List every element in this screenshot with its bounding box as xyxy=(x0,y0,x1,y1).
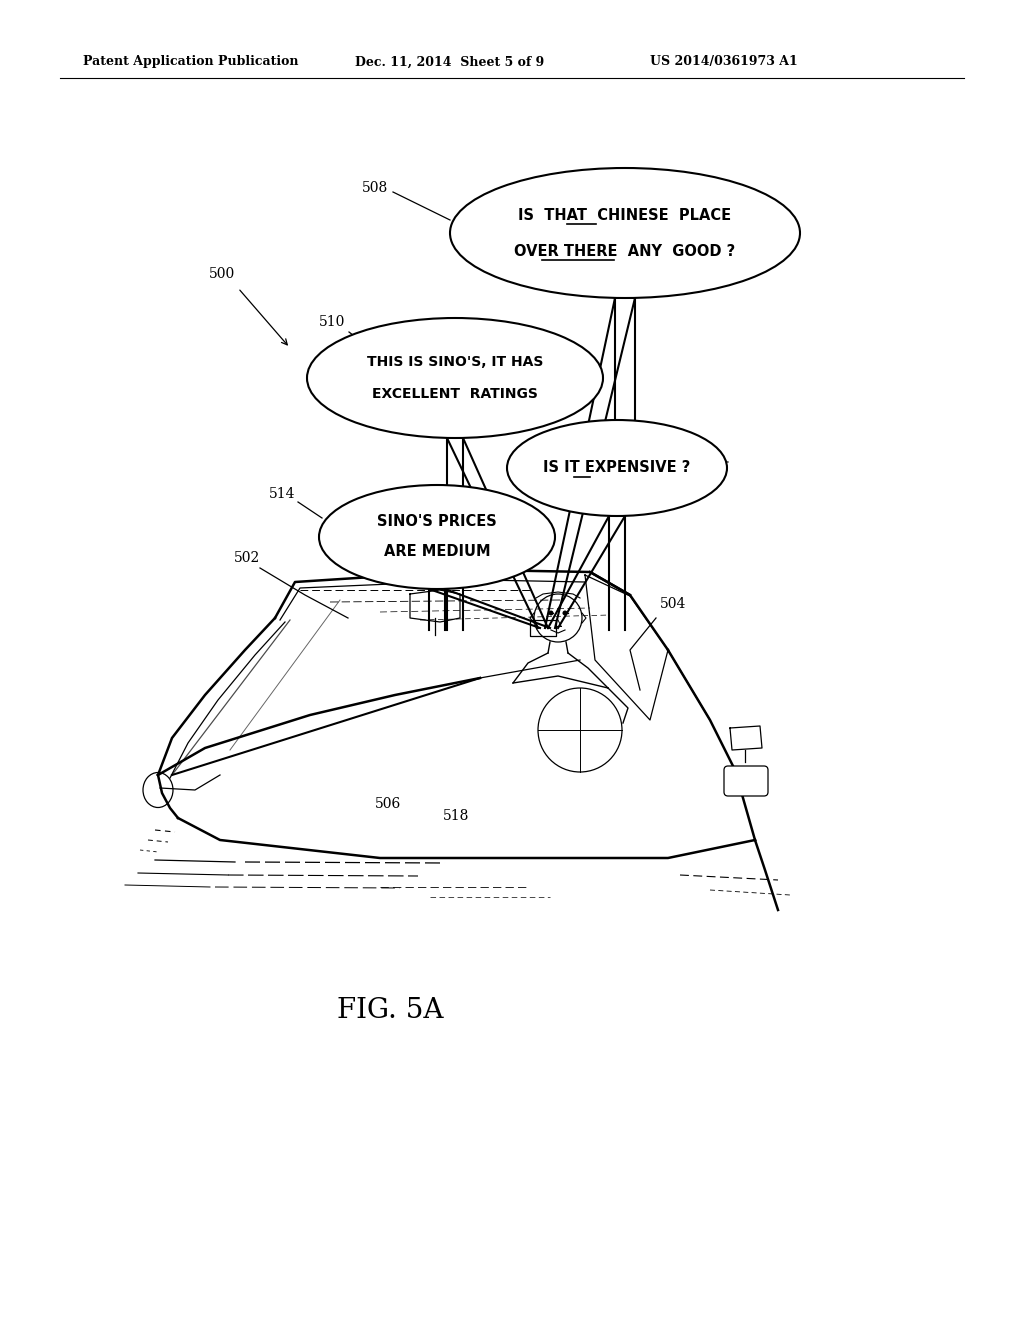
Text: 500: 500 xyxy=(209,267,236,281)
Text: 504: 504 xyxy=(660,597,686,611)
Text: THIS IS SINO'S, IT HAS: THIS IS SINO'S, IT HAS xyxy=(367,355,543,370)
Text: IS  THAT  CHINESE  PLACE: IS THAT CHINESE PLACE xyxy=(518,207,731,223)
Circle shape xyxy=(549,610,554,615)
Text: 510: 510 xyxy=(318,315,345,329)
Text: Dec. 11, 2014  Sheet 5 of 9: Dec. 11, 2014 Sheet 5 of 9 xyxy=(355,55,544,69)
Text: IS IT EXPENSIVE ?: IS IT EXPENSIVE ? xyxy=(544,461,690,475)
Ellipse shape xyxy=(319,484,555,589)
Circle shape xyxy=(562,610,567,615)
Text: 512: 512 xyxy=(658,444,684,458)
Ellipse shape xyxy=(307,318,603,438)
Ellipse shape xyxy=(450,168,800,298)
Text: 502: 502 xyxy=(233,550,260,565)
Text: SINO'S PRICES: SINO'S PRICES xyxy=(377,515,497,529)
Text: Patent Application Publication: Patent Application Publication xyxy=(83,55,299,69)
FancyBboxPatch shape xyxy=(724,766,768,796)
Text: FIG. 5A: FIG. 5A xyxy=(337,997,443,1023)
Text: 514: 514 xyxy=(268,487,295,502)
Text: US 2014/0361973 A1: US 2014/0361973 A1 xyxy=(650,55,798,69)
Text: 506: 506 xyxy=(375,797,401,810)
Text: 508: 508 xyxy=(361,181,388,195)
Text: ARE MEDIUM: ARE MEDIUM xyxy=(384,544,490,558)
Text: 518: 518 xyxy=(442,809,469,822)
Ellipse shape xyxy=(507,420,727,516)
Text: OVER THERE  ANY  GOOD ?: OVER THERE ANY GOOD ? xyxy=(514,243,735,259)
Text: EXCELLENT  RATINGS: EXCELLENT RATINGS xyxy=(372,387,538,401)
